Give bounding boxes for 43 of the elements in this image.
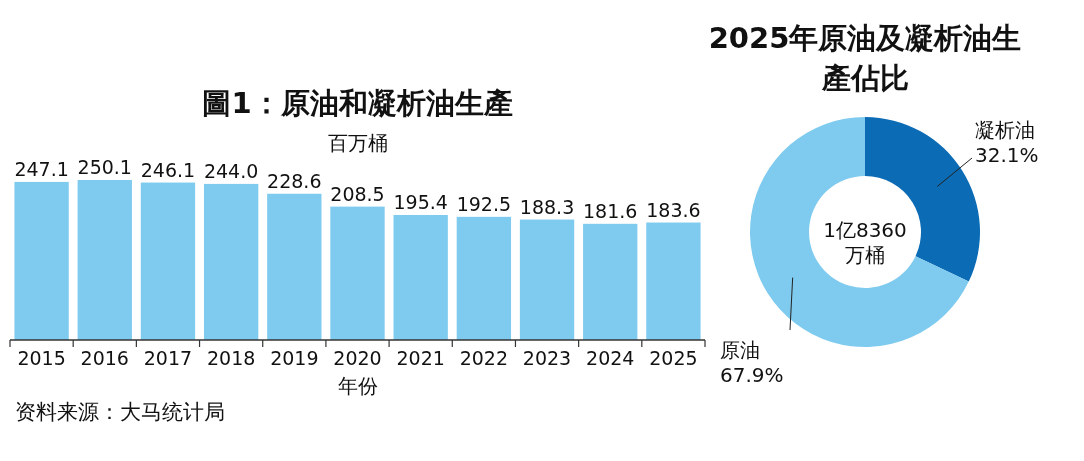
bar <box>456 216 512 340</box>
chart-title: 圖1：原油和凝析油生產 <box>201 85 514 122</box>
bar <box>267 193 322 340</box>
bar <box>330 206 385 340</box>
data-label: 250.1 <box>77 156 132 178</box>
bar <box>519 219 575 340</box>
bar <box>140 182 196 340</box>
x-tick-label: 2021 <box>396 347 445 369</box>
data-label: 244.0 <box>203 159 259 182</box>
data-label: 32.1% <box>975 143 1039 167</box>
slice-label: 凝析油 <box>975 118 1035 142</box>
data-label: 188.3 <box>519 195 575 218</box>
data-label: 208.5 <box>330 182 385 205</box>
x-tick-label: 2015 <box>17 347 66 369</box>
text: 1亿8360万桶 <box>822 218 908 268</box>
y-axis-title: 百万桶 <box>326 130 389 157</box>
chart-title: 2025年原油及凝析油生產佔比 <box>707 20 1023 97</box>
bar <box>77 180 132 340</box>
x-axis-title: 年份 <box>336 373 379 400</box>
slice-label: 原油 <box>720 338 760 362</box>
data-label: 228.6 <box>267 169 322 192</box>
bar <box>393 214 448 340</box>
x-tick-label: 2020 <box>333 347 382 369</box>
bar <box>583 223 638 340</box>
data-label: 195.4 <box>393 190 448 213</box>
x-tick-label: 2023 <box>522 347 572 369</box>
bar <box>203 183 259 340</box>
data-label: 192.5 <box>456 192 512 215</box>
data-label: 247.1 <box>14 157 69 180</box>
x-tick-label: 2018 <box>206 347 256 369</box>
data-label: 181.6 <box>583 199 638 222</box>
data-label: 183.6 <box>646 198 701 221</box>
x-tick-label: 2025 <box>649 347 698 369</box>
x-tick-label: 2019 <box>270 347 319 369</box>
data-label: 67.9% <box>720 363 784 387</box>
x-tick-label: 2022 <box>459 347 509 369</box>
text: 资料来源：大马统计局 <box>15 399 225 426</box>
bar <box>14 181 69 340</box>
x-tick-label: 2017 <box>143 347 193 369</box>
data-label: 246.1 <box>140 158 196 181</box>
x-tick-label: 2016 <box>80 347 129 369</box>
x-tick-label: 2024 <box>586 347 635 369</box>
bar <box>646 222 701 340</box>
